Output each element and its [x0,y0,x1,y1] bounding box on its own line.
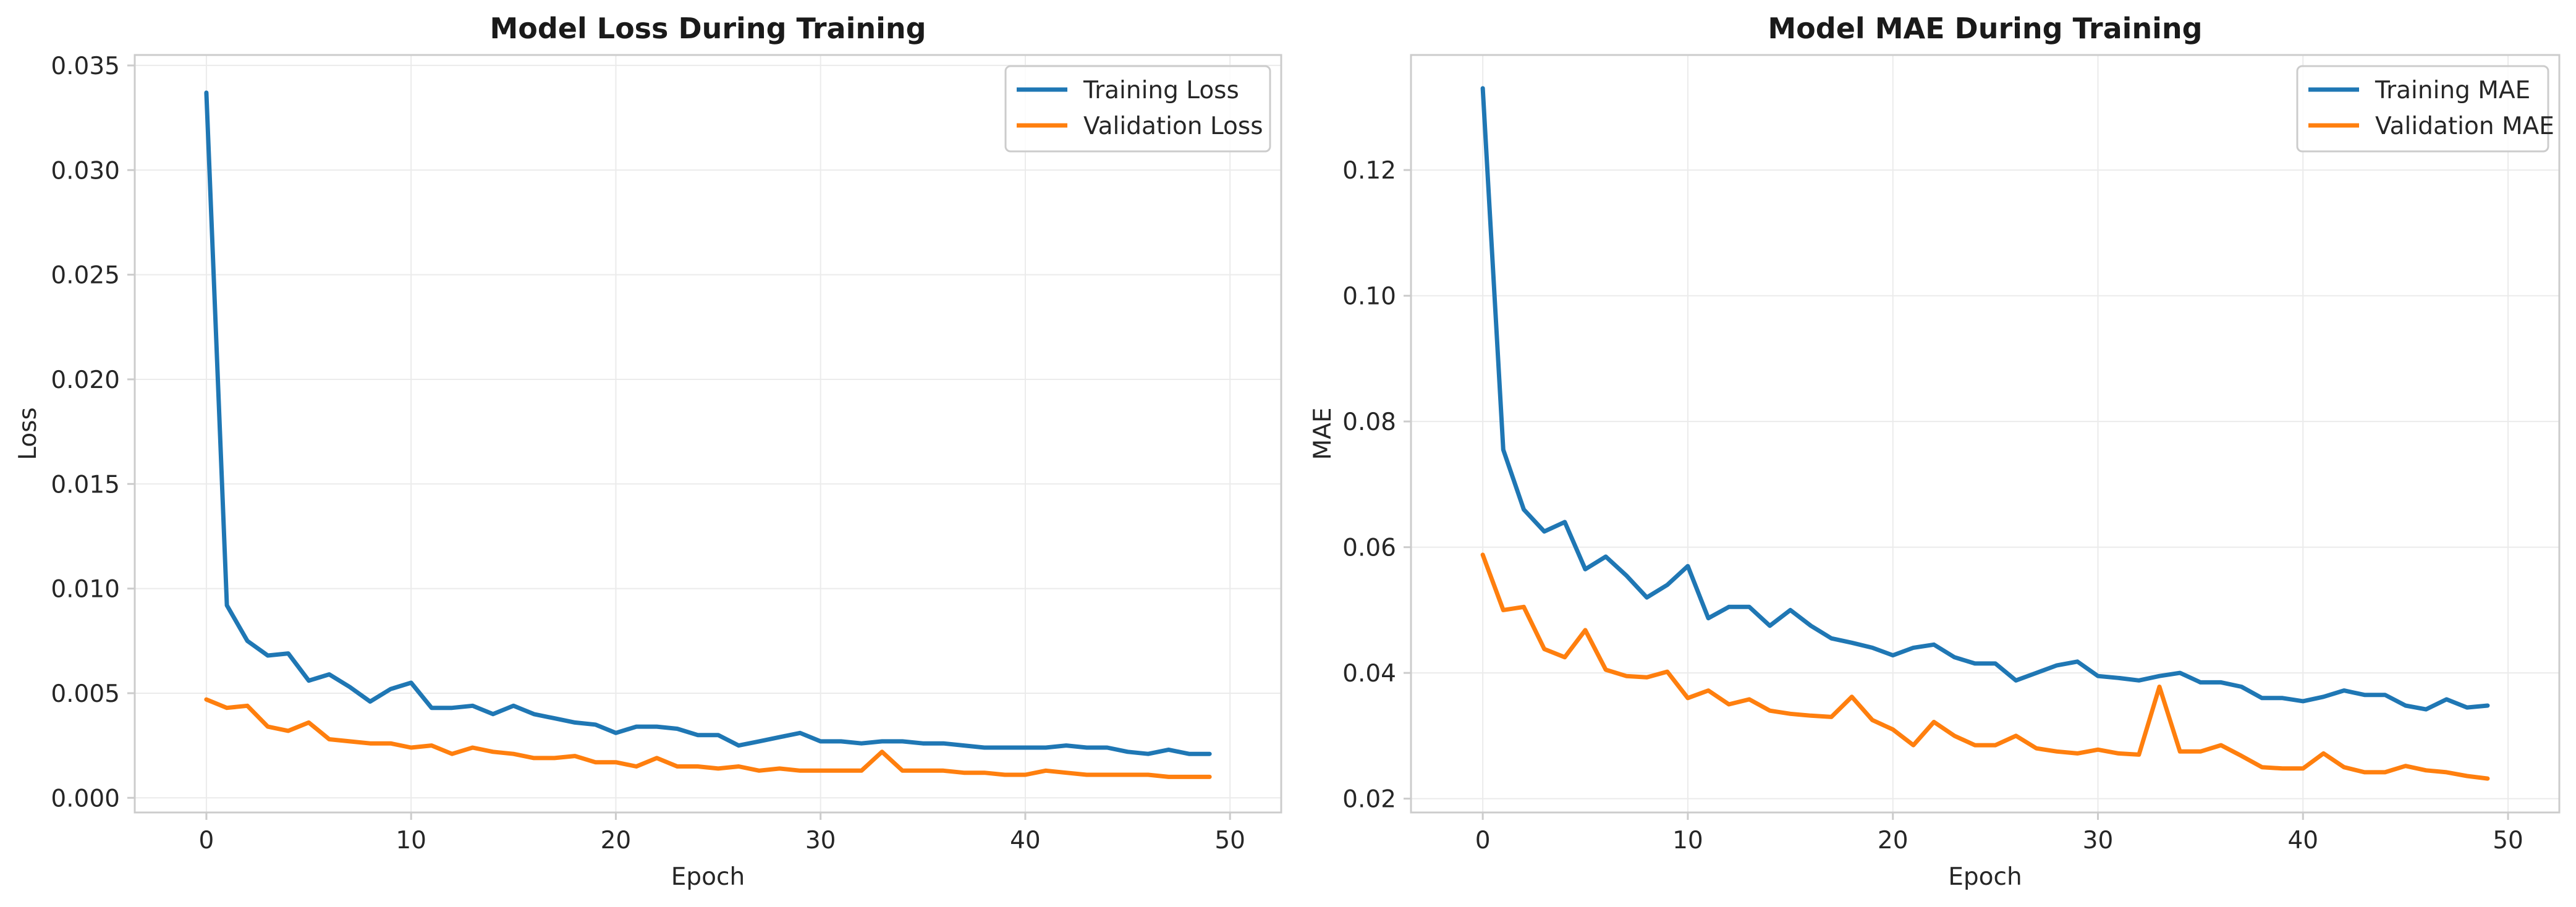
mae-x-axis-label: Epoch [1948,863,2022,891]
mae-x-tick-label: 30 [2083,827,2114,854]
mae-x-tick-label: 0 [1475,827,1491,854]
loss-y-tick-label: 0.000 [51,785,120,812]
mae-chart-title: Model MAE During Training [1768,12,2202,45]
loss-plot-frame [133,54,1282,814]
loss-x-tick-label: 50 [1214,827,1245,854]
mae-y-tick-label: 0.02 [1342,786,1396,814]
mae-plot-frame [1410,54,2561,814]
mae-y-tick-label: 0.06 [1342,534,1396,562]
mae-y-tick-label: 0.12 [1342,157,1396,185]
loss-x-tick-label: 20 [601,827,632,854]
mae-y-tick-label: 0.04 [1342,660,1396,688]
loss-x-tick-label: 10 [396,827,426,854]
loss-y-tick-label: 0.030 [51,157,120,185]
mae-legend: Training MAE Validation MAE [2296,65,2554,153]
mae-series-validation-line [1480,552,2490,781]
loss-x-tick-label: 0 [199,827,214,854]
mae-legend-box [2296,65,2549,153]
mae-x-tick-label: 40 [2287,827,2318,854]
loss-legend-label: Validation Loss [1083,112,1263,140]
loss-y-axis-label: Loss [14,407,42,460]
loss-legend-label: Training Loss [1083,77,1239,104]
loss-y-tick-label: 0.020 [51,366,120,394]
mae-y-tick-label: 0.10 [1342,283,1396,311]
loss-legend: Training Loss Validation Loss [1004,65,1271,153]
loss-y-tick-label: 0.025 [51,262,120,290]
mae-x-tick-label: 10 [1672,827,1703,854]
loss-chart-title: Model Loss During Training [489,12,926,45]
loss-x-tick-label: 30 [805,827,836,854]
loss-chart: 0 10 20 30 40 50 0.000 0.005 0.010 0.015 0.020 0.02… [14,12,1282,891]
loss-y-tick-label: 0.005 [51,680,120,708]
mae-x-tick-label: 50 [2493,827,2523,854]
loss-legend-box [1004,65,1271,153]
loss-series-validation-line [204,697,1212,779]
loss-series-training-line [204,90,1212,756]
loss-x-tick-label: 40 [1010,827,1041,854]
mae-chart: 0 10 20 30 40 50 0.02 0.04 0.06 0.08 0.10 0.12 Model… [1309,12,2561,891]
mae-legend-label: Validation MAE [2375,112,2554,140]
mae-y-tick-label: 0.08 [1342,408,1396,436]
loss-y-tick-label: 0.010 [51,576,120,604]
mae-y-axis-label: MAE [1309,408,1337,460]
loss-y-tick-label: 0.015 [51,471,120,499]
loss-y-tick-label: 0.035 [51,53,120,80]
mae-series-training-line [1480,86,2490,712]
loss-x-axis-label: Epoch [671,863,745,891]
mae-legend-label: Training MAE [2375,77,2530,104]
mae-x-tick-label: 20 [1878,827,1909,854]
